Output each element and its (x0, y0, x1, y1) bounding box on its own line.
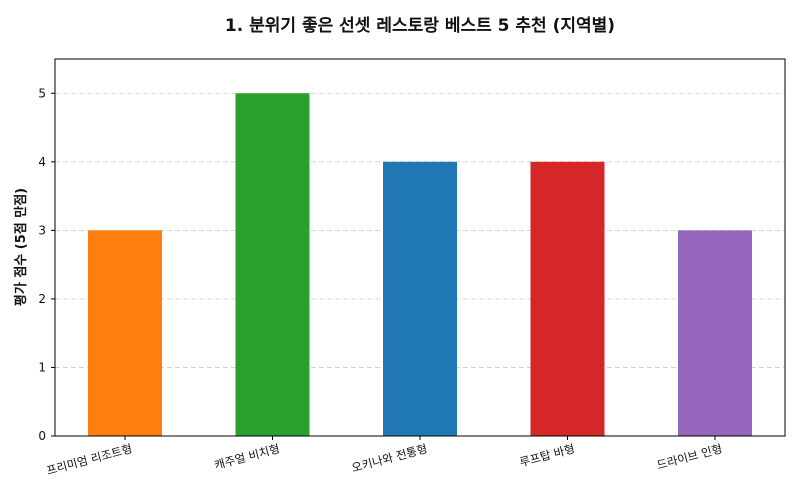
x-tick-label: 프리미엄 리조트형 (45, 441, 134, 477)
bar-2 (235, 93, 310, 436)
x-tick-label: 루프탑 바형 (518, 441, 576, 469)
plot-frame (54, 58, 786, 437)
bar-1 (88, 230, 162, 436)
chart-title: 1. 분위기 좋은 선셋 레스토랑 베스트 5 추천 (지역별) (225, 16, 615, 36)
y-tick-label: 2 (38, 292, 46, 306)
x-tick-label: 캐주얼 비치형 (213, 441, 281, 472)
y-tick-label: 5 (38, 86, 46, 100)
y-tick-label: 1 (38, 360, 46, 374)
bar-3 (383, 161, 457, 436)
y-tick-label: 0 (38, 429, 46, 443)
y-tick-label: 3 (38, 223, 46, 237)
x-tick-label: 드라이브 인형 (655, 441, 723, 472)
bar-4 (530, 161, 605, 436)
bar-5 (678, 230, 752, 436)
y-tick-label: 4 (38, 155, 46, 169)
bars (88, 93, 752, 436)
y-axis-label: 평가 점수 (5점 만점) (13, 188, 29, 306)
x-tick-label: 오키나와 전통형 (350, 441, 429, 475)
